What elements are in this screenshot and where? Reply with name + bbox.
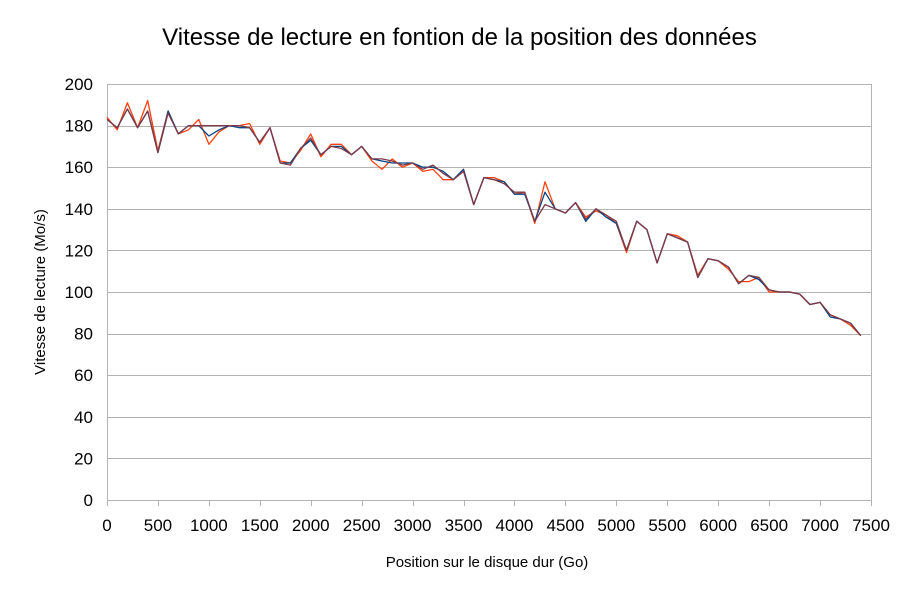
x-tick-label: 5000 bbox=[597, 516, 635, 535]
y-tick-label: 0 bbox=[84, 491, 93, 510]
x-tick-label: 2500 bbox=[343, 516, 381, 535]
x-tick-label: 4000 bbox=[496, 516, 534, 535]
x-tick-label: 3500 bbox=[445, 516, 483, 535]
gridlines bbox=[107, 126, 871, 459]
x-tick-label: 4500 bbox=[546, 516, 584, 535]
series-lines bbox=[106, 99, 862, 337]
plot-area bbox=[107, 84, 872, 501]
y-tick-label: 180 bbox=[65, 117, 93, 136]
y-tick-label: 100 bbox=[65, 283, 93, 302]
x-tick-label: 0 bbox=[102, 516, 111, 535]
y-tick-label: 160 bbox=[65, 158, 93, 177]
y-tick-label: 20 bbox=[74, 449, 93, 468]
x-axis-label: Position sur le disque dur (Go) bbox=[386, 554, 589, 571]
x-tick-label: 1000 bbox=[190, 516, 228, 535]
x-tick-label: 5500 bbox=[648, 516, 686, 535]
y-tick-label: 40 bbox=[74, 408, 93, 427]
x-tick-label: 7000 bbox=[801, 516, 839, 535]
x-tick-label: 3000 bbox=[394, 516, 432, 535]
series-line-2 bbox=[106, 108, 862, 337]
x-tick-label: 1500 bbox=[241, 516, 279, 535]
y-tick-label: 80 bbox=[74, 325, 93, 344]
x-tick-label: 2000 bbox=[292, 516, 330, 535]
series-line-1 bbox=[106, 99, 862, 337]
chart-title: Vitesse de lecture en fontion de la posi… bbox=[162, 24, 757, 51]
y-tick-label: 200 bbox=[65, 75, 93, 94]
x-tick-label: 500 bbox=[144, 516, 172, 535]
y-tick-label: 140 bbox=[65, 200, 93, 219]
x-tick-label: 6000 bbox=[699, 516, 737, 535]
x-tick-label: 6500 bbox=[750, 516, 788, 535]
y-tick-label: 120 bbox=[65, 241, 93, 260]
x-tick-label: 7500 bbox=[852, 516, 890, 535]
y-axis-label: Vitesse de lecture (Mo/s) bbox=[32, 209, 49, 375]
series-line-3 bbox=[106, 108, 862, 337]
y-tick-label: 60 bbox=[74, 366, 93, 385]
